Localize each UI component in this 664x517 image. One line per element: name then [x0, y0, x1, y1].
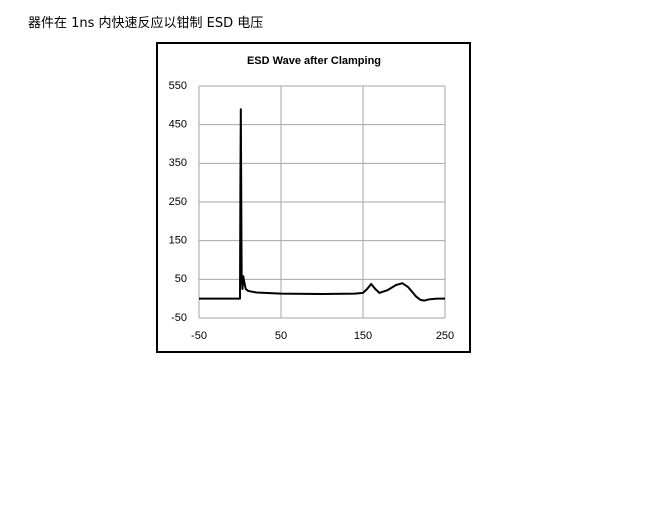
y-tick-label: -50 — [171, 312, 187, 324]
y-tick-label: 550 — [169, 80, 187, 92]
caption: 器件在 1ns 内快速反应以钳制 ESD 电压 — [28, 16, 264, 31]
y-tick-label: 450 — [169, 119, 187, 131]
y-tick-label: 150 — [169, 235, 187, 247]
y-tick-label: 350 — [169, 157, 187, 169]
y-tick-label: 250 — [169, 196, 187, 208]
x-tick-label: -50 — [191, 330, 207, 342]
chart-title: ESD Wave after Clamping — [247, 55, 381, 67]
x-tick-label: 250 — [436, 330, 454, 342]
y-tick-label: 50 — [175, 273, 187, 285]
x-tick-label: 50 — [275, 330, 287, 342]
data-line — [199, 108, 445, 302]
chart-frame — [156, 42, 471, 353]
x-tick-label: 150 — [354, 330, 372, 342]
